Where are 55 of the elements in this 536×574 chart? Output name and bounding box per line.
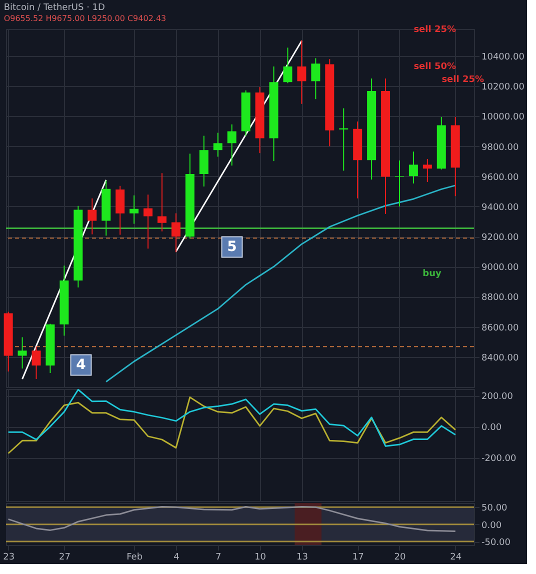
x-tick-label: 7 — [216, 552, 222, 562]
line-series — [105, 184, 456, 382]
candlestick — [213, 132, 222, 158]
candlestick — [32, 346, 41, 380]
annotation: buy — [422, 269, 442, 279]
annotation: sell 50% — [414, 62, 456, 72]
chart-title: Bitcoin / TetherUS · 1D — [4, 3, 106, 13]
y-tick-label: 8400.00 — [482, 353, 519, 364]
candlestick — [116, 185, 125, 236]
x-tick-label: 24 — [450, 552, 462, 562]
candlestick — [158, 172, 166, 232]
y-tick-label: 9800.00 — [482, 142, 519, 153]
candlestick — [311, 58, 320, 100]
y-tick-label: 9600.00 — [482, 172, 519, 183]
annotation: 4 — [76, 357, 86, 373]
line-series — [8, 506, 456, 532]
y-tick-label: 0.00 — [482, 423, 502, 434]
candlestick — [283, 47, 292, 84]
candlestick — [144, 194, 153, 250]
annotation: 5 — [227, 239, 237, 255]
y-tick-label: 0.00 — [482, 520, 502, 531]
line-series — [8, 396, 456, 454]
chart-subtitle: O9655.52 H9675.00 L9250.00 C9402.43 — [4, 14, 166, 23]
x-tick-label: 10 — [254, 552, 266, 562]
candlestick — [297, 40, 306, 104]
line-series — [8, 388, 456, 447]
y-tick-label: 9000.00 — [482, 263, 519, 274]
annotation: sell 25% — [414, 25, 456, 35]
y-tick-label: 8600.00 — [482, 323, 519, 334]
x-tick-label: 17 — [352, 552, 364, 562]
y-tick-label: 8800.00 — [482, 293, 519, 304]
x-tick-label: 20 — [394, 552, 406, 562]
candlestick — [88, 198, 97, 235]
x-tick-label: 4 — [174, 552, 180, 562]
y-tick-label: -200.00 — [482, 454, 517, 464]
candlestick — [199, 135, 208, 187]
annotation: sell 25% — [442, 75, 484, 85]
x-tick-label: 27 — [58, 552, 70, 562]
candlestick — [171, 212, 180, 253]
x-tick-label: Feb — [126, 552, 143, 562]
x-tick-label: 23 — [3, 552, 15, 562]
y-tick-label: 10400.00 — [482, 52, 525, 63]
y-tick-label: 50.00 — [482, 504, 508, 514]
candlestick — [227, 124, 236, 166]
y-tick-label: 9400.00 — [482, 202, 519, 213]
candlestick — [18, 336, 27, 369]
y-tick-label: 10200.00 — [482, 82, 525, 93]
x-tick-label: 13 — [296, 552, 308, 562]
candlestick — [130, 194, 139, 224]
candlestick — [422, 158, 432, 182]
y-tick-label: 9200.00 — [482, 233, 519, 244]
y-tick-label: 10000.00 — [482, 112, 525, 123]
candlestick — [408, 151, 418, 184]
y-tick-label: 200.00 — [482, 392, 514, 402]
y-tick-label: -50.00 — [482, 538, 511, 548]
